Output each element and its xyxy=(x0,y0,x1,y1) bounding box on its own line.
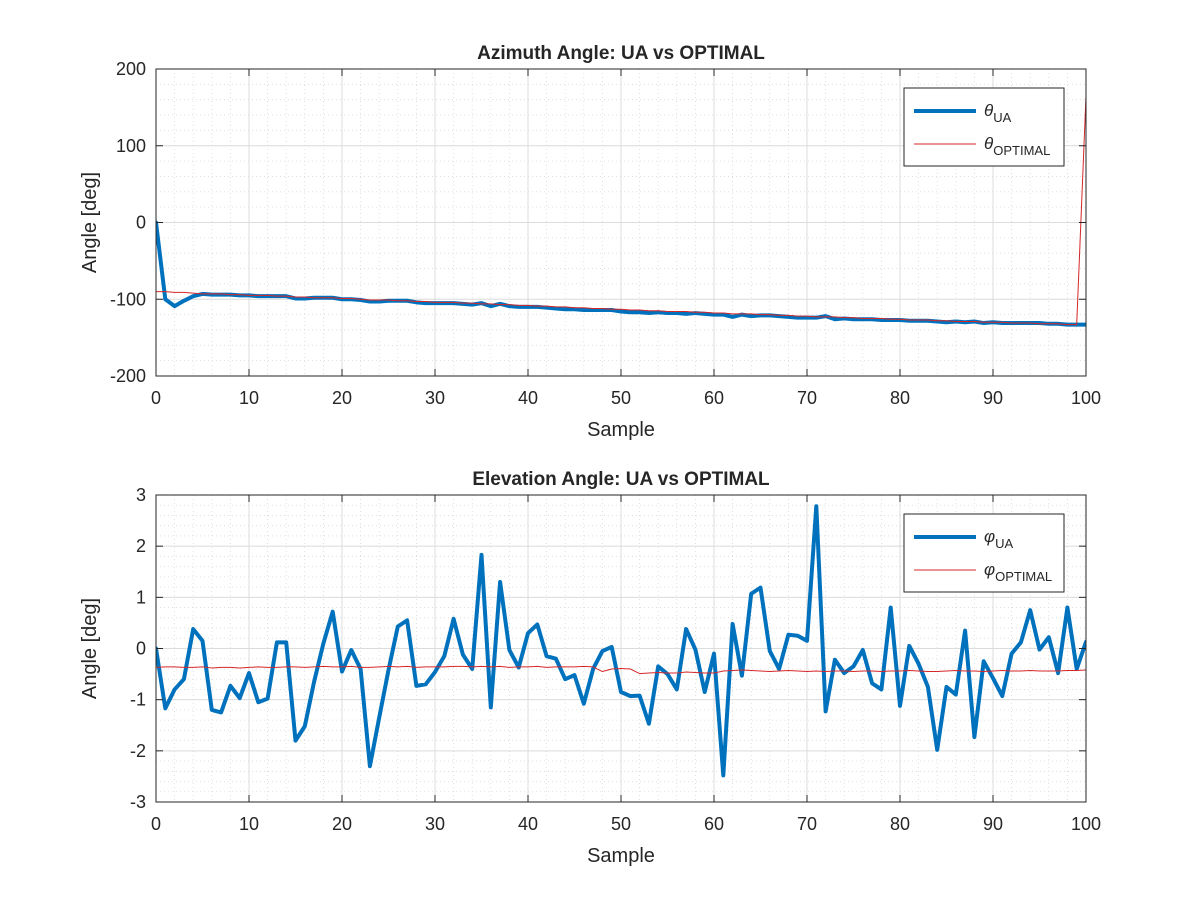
legend-box xyxy=(903,513,1065,593)
x-tick-label: 10 xyxy=(239,814,259,834)
x-tick-label: 90 xyxy=(983,388,1003,408)
x-tick-label: 10 xyxy=(239,388,259,408)
x-tick-label: 30 xyxy=(425,388,445,408)
chart-title: Azimuth Angle: UA vs OPTIMAL xyxy=(477,43,765,64)
legend-subscript: OPTIMAL xyxy=(995,569,1052,584)
x-tick-label: 20 xyxy=(332,388,352,408)
legend-symbol: θ xyxy=(984,134,994,153)
x-tick-label: 20 xyxy=(332,814,352,834)
x-tick-label: 100 xyxy=(1071,814,1101,834)
x-tick-label: 40 xyxy=(518,388,538,408)
y-tick-label: 200 xyxy=(116,59,146,79)
series-line-optimal xyxy=(156,95,1086,326)
legend-subscript: UA xyxy=(995,536,1013,551)
x-tick-label: 60 xyxy=(704,388,724,408)
x-tick-label: 70 xyxy=(797,388,817,408)
legend-symbol: φ xyxy=(984,560,995,579)
elevation-plot: 0 10 20 30 40 50 60 70 80 90 100 -3 -2 -1 0 1 2 3 Elevatio… xyxy=(79,469,1101,867)
x-tick-label: 50 xyxy=(611,814,631,834)
x-tick-label: 80 xyxy=(890,388,910,408)
x-tick-label: 70 xyxy=(797,814,817,834)
azimuth-plot: 0 10 20 30 40 50 60 70 80 90 100 -200 -100 0 100 200 Azi… xyxy=(79,43,1101,441)
legend-symbol: θ xyxy=(984,101,994,120)
y-tick-label: 1 xyxy=(136,587,146,607)
x-tick-label: 80 xyxy=(890,814,910,834)
y-tick-label: -2 xyxy=(130,741,146,761)
legend-subscript: UA xyxy=(993,110,1011,125)
y-tick-label: -1 xyxy=(130,690,146,710)
legend-entry: φOPTIMAL xyxy=(984,560,1052,584)
series-group xyxy=(156,95,1086,327)
series-group xyxy=(156,504,1086,778)
y-axis-label: Angle [deg] xyxy=(79,598,101,699)
x-tick-label: 60 xyxy=(704,814,724,834)
series-line-ua xyxy=(156,504,1086,778)
x-tick-label: 40 xyxy=(518,814,538,834)
legend-symbol: φ xyxy=(984,527,995,546)
y-tick-label: 3 xyxy=(136,485,146,505)
legend-entry: θUA xyxy=(984,101,1012,125)
tick-marks xyxy=(155,494,1087,803)
x-axis-label: Sample xyxy=(587,419,655,441)
series-line-optimal xyxy=(156,665,1086,675)
chart-title: Elevation Angle: UA vs OPTIMAL xyxy=(472,469,770,490)
x-tick-label: 50 xyxy=(611,388,631,408)
y-axis-label: Angle [deg] xyxy=(79,172,101,273)
x-tick-label: 0 xyxy=(151,814,161,834)
y-tick-label: -200 xyxy=(110,366,146,386)
x-axis-label: Sample xyxy=(587,845,655,867)
x-tick-label: 100 xyxy=(1071,388,1101,408)
x-tick-label: 30 xyxy=(425,814,445,834)
legend-entry: θOPTIMAL xyxy=(984,134,1050,158)
y-tick-label: 100 xyxy=(116,136,146,156)
x-tick-label: 90 xyxy=(983,814,1003,834)
tick-marks xyxy=(155,68,1087,377)
y-tick-label: 0 xyxy=(136,213,146,233)
series-line-ua xyxy=(156,220,1086,327)
legend-box xyxy=(903,87,1065,167)
y-tick-label: -100 xyxy=(110,289,146,309)
legend-subscript: OPTIMAL xyxy=(993,143,1050,158)
y-tick-label: 2 xyxy=(136,536,146,556)
legend-entry: φUA xyxy=(984,527,1013,551)
y-tick-label: -3 xyxy=(130,792,146,812)
y-tick-label: 0 xyxy=(136,639,146,659)
x-tick-label: 0 xyxy=(151,388,161,408)
